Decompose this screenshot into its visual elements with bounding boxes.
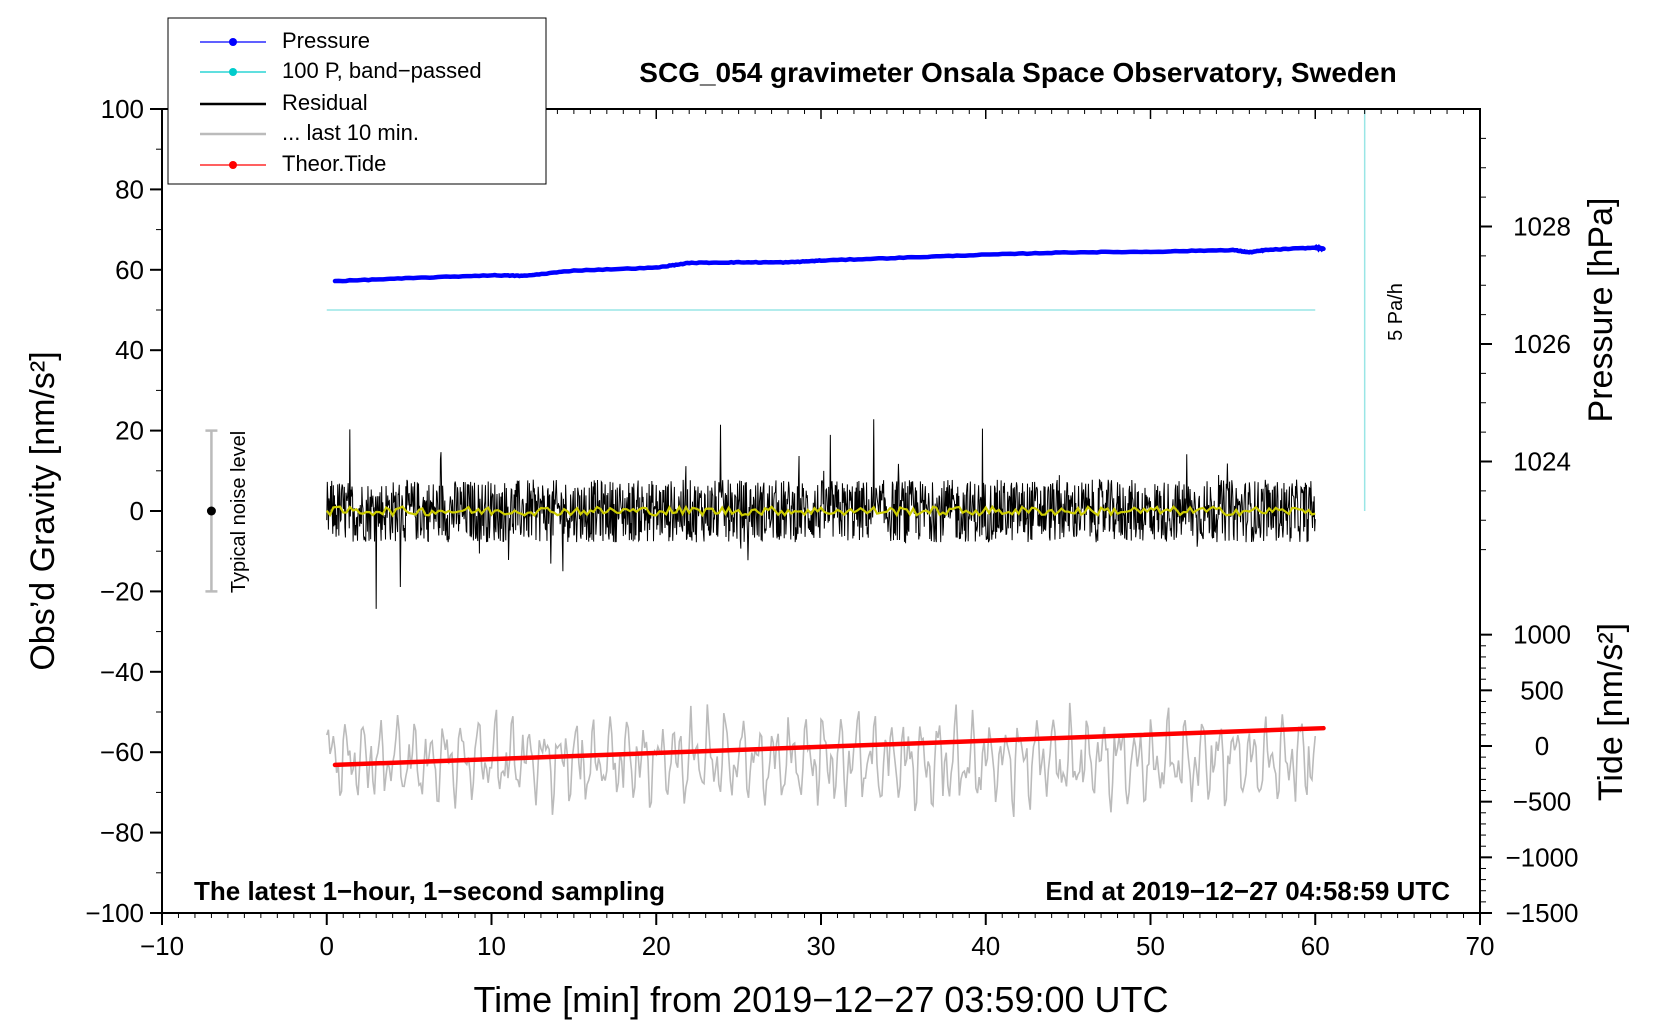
x-tick-label: 10 xyxy=(477,931,506,961)
scale-bar-label: 5 Pa/h xyxy=(1385,283,1407,341)
legend-label-theor-tide: Theor.Tide xyxy=(282,151,386,176)
y-axis-label-tide: Tide [nm/s²] xyxy=(1592,623,1630,801)
y-tick-label: −60 xyxy=(100,737,144,767)
pressure-tick-label: 1026 xyxy=(1513,329,1571,359)
y-axis-label-pressure: Pressure [hPa] xyxy=(1582,198,1620,423)
noise-level-label: Typical noise level xyxy=(228,431,250,593)
x-tick-label: 60 xyxy=(1301,931,1330,961)
tide-tick-label: 1000 xyxy=(1513,620,1571,650)
x-tick-label: 20 xyxy=(642,931,671,961)
series-residual xyxy=(326,419,1316,609)
x-tick-label: 0 xyxy=(320,931,334,961)
tide-tick-label: −500 xyxy=(1513,787,1572,817)
y-tick-label: 0 xyxy=(130,496,144,526)
y-tick-label: 40 xyxy=(115,335,144,365)
y-tick-label: 60 xyxy=(115,255,144,285)
legend: Pressure 100 P, band−passed Residual ...… xyxy=(167,17,547,185)
legend-label-residual: Residual xyxy=(282,90,368,115)
chart-title: SCG_054 gravimeter Onsala Space Observat… xyxy=(639,57,1396,88)
axes-layer: −10 0 10 20 30 40 50 60 70−100−80−60−40−20020406… xyxy=(85,94,1578,961)
tide-tick-label: −1000 xyxy=(1505,842,1578,872)
tide-tick-label: −1500 xyxy=(1505,898,1578,928)
legend-box xyxy=(167,17,547,185)
x-tick-label: −10 xyxy=(140,931,184,961)
annotation-sampling: The latest 1−hour, 1−second sampling xyxy=(194,876,665,906)
y-tick-label: 80 xyxy=(115,174,144,204)
series-residual-smoothed xyxy=(325,504,1316,518)
annotation-end-time: End at 2019−12−27 04:58:59 UTC xyxy=(1045,876,1450,906)
legend-label-last-10-min: ... last 10 min. xyxy=(282,120,419,145)
legend-swatch-marker xyxy=(229,68,237,76)
legend-label-pressure: Pressure xyxy=(282,28,370,53)
tide-tick-label: 0 xyxy=(1535,731,1549,761)
tide-tick-label: 500 xyxy=(1520,675,1563,705)
series-last-10-min xyxy=(325,702,1317,817)
y-tick-label: −80 xyxy=(100,818,144,848)
y-tick-label: 20 xyxy=(115,416,144,446)
legend-swatch-marker xyxy=(229,161,237,169)
legend-swatch-marker xyxy=(229,38,237,46)
y-tick-label: −100 xyxy=(85,898,144,928)
y-tick-label: −20 xyxy=(100,576,144,606)
noise-bar-center xyxy=(206,506,216,516)
y-tick-label: 100 xyxy=(101,94,144,124)
series-pressure xyxy=(332,243,1326,284)
y-tick-label: −40 xyxy=(100,657,144,687)
series-theor-tide xyxy=(332,725,1326,768)
legend-label-band-passed: 100 P, band−passed xyxy=(282,58,482,83)
x-tick-label: 30 xyxy=(807,931,836,961)
x-tick-label: 70 xyxy=(1466,931,1495,961)
pressure-tick-label: 1028 xyxy=(1513,212,1571,242)
plot-layer xyxy=(205,109,1366,817)
x-tick-label: 40 xyxy=(971,931,1000,961)
y-axis-label-left: Obs’d Gravity [nm/s²] xyxy=(24,351,62,670)
x-axis-label: Time [min] from 2019−12−27 03:59:00 UTC xyxy=(473,979,1168,1020)
pressure-tick-label: 1024 xyxy=(1513,447,1571,477)
x-tick-label: 50 xyxy=(1136,931,1165,961)
